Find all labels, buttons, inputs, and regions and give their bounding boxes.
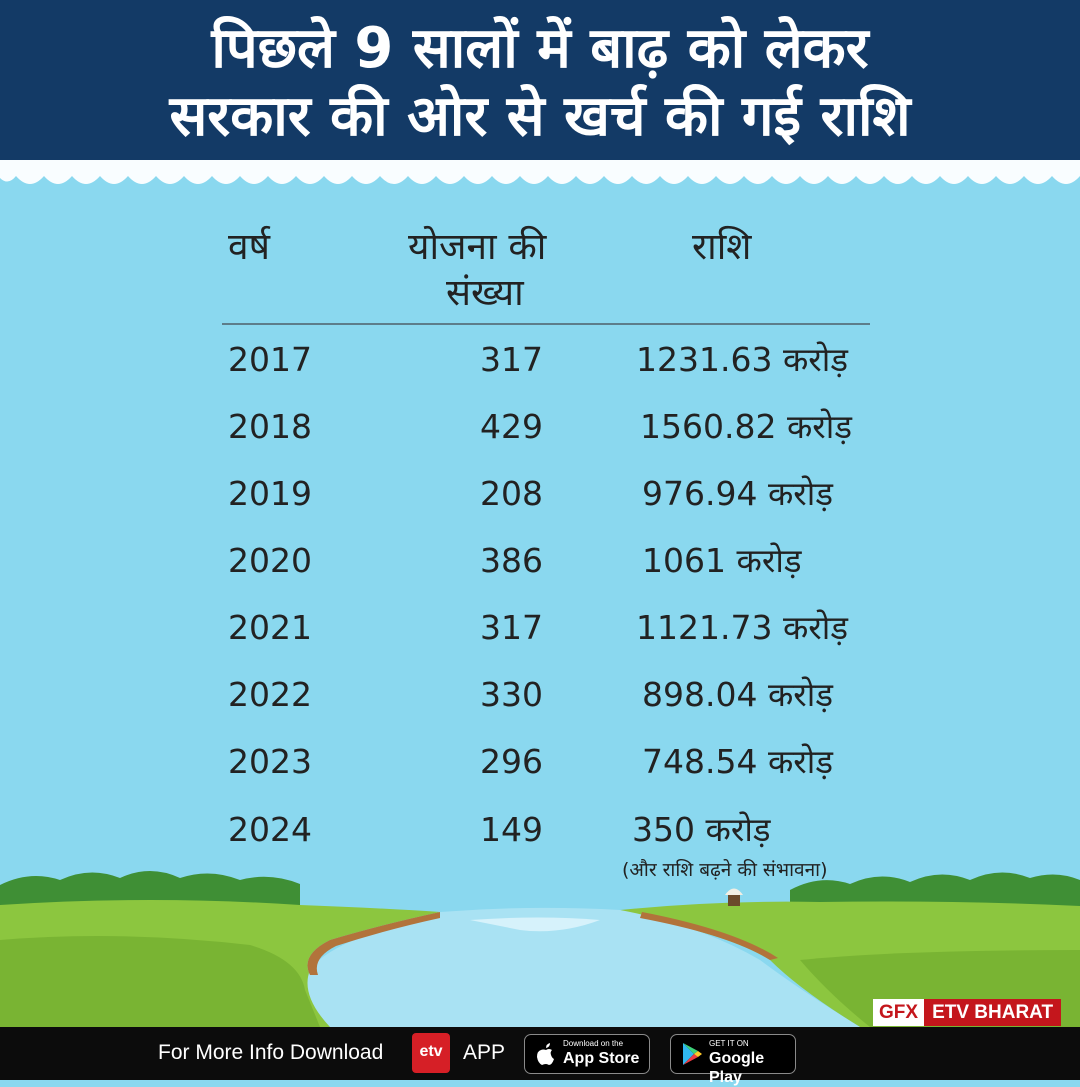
river bbox=[307, 907, 860, 1027]
year-cell: 2024 bbox=[228, 810, 312, 849]
table-row: 2023 296 748.54 करोड़ bbox=[0, 740, 1080, 790]
google-play-small-text: GET IT ON bbox=[709, 1039, 749, 1048]
amount-cell: 748.54 करोड़ bbox=[642, 742, 834, 781]
year-cell: 2023 bbox=[228, 742, 312, 781]
amount-cell: 1560.82 करोड़ bbox=[640, 407, 852, 446]
scheme-count-cell: 149 bbox=[480, 810, 543, 849]
amount-cell: 976.94 करोड़ bbox=[642, 474, 834, 513]
table-row: 2018 429 1560.82 करोड़ bbox=[0, 405, 1080, 455]
google-play-icon bbox=[683, 1043, 702, 1065]
column-header-amount: राशि bbox=[692, 225, 752, 268]
etv-logo[interactable]: etv bbox=[412, 1033, 450, 1073]
table-row: 2020 386 1061 करोड़ bbox=[0, 539, 1080, 589]
amount-cell: 1121.73 करोड़ bbox=[636, 608, 848, 647]
apple-icon bbox=[537, 1043, 554, 1065]
scheme-count-cell: 330 bbox=[480, 675, 543, 714]
amount-note: (और राशि बढ़ने की संभावना) bbox=[622, 859, 828, 881]
header-banner: पिछले 9 सालों में बाढ़ को लेकर सरकार की … bbox=[0, 0, 1080, 160]
page-title-line-1: पिछले 9 सालों में बाढ़ को लेकर bbox=[211, 16, 869, 81]
table-row: 2019 208 976.94 करोड़ bbox=[0, 472, 1080, 522]
column-header-schemes-line-1: योजना की bbox=[408, 225, 547, 268]
app-store-text: App Store bbox=[563, 1050, 640, 1067]
scheme-count-cell: 386 bbox=[480, 541, 543, 580]
right-soil-edge bbox=[640, 912, 778, 960]
amount-cell: 350 करोड़ bbox=[632, 810, 771, 849]
google-play-button[interactable]: GET IT ON Google Play bbox=[670, 1034, 796, 1086]
year-cell: 2018 bbox=[228, 407, 312, 446]
header-divider bbox=[222, 323, 870, 325]
footer-bar: For More Info Download etv APP Download … bbox=[0, 1027, 1080, 1086]
year-cell: 2022 bbox=[228, 675, 312, 714]
left-bank-shade bbox=[0, 936, 320, 1027]
scheme-count-cell: 317 bbox=[480, 340, 543, 379]
scheme-count-cell: 208 bbox=[480, 474, 543, 513]
year-cell: 2020 bbox=[228, 541, 312, 580]
table-row: 2024 149 350 करोड़ bbox=[0, 808, 1080, 858]
scheme-count-cell: 317 bbox=[480, 608, 543, 647]
download-prompt: For More Info Download bbox=[158, 1041, 384, 1064]
brand-badge: GFX ETV BHARAT bbox=[873, 999, 1062, 1026]
hut-icon bbox=[725, 888, 743, 906]
column-header-schemes-line-2: संख्या bbox=[446, 271, 524, 314]
table-row: 2021 317 1121.73 करोड़ bbox=[0, 606, 1080, 656]
google-play-text: Google Play bbox=[709, 1050, 765, 1086]
year-cell: 2021 bbox=[228, 608, 312, 647]
app-label: APP bbox=[463, 1041, 506, 1064]
app-store-button[interactable]: Download on the App Store bbox=[524, 1034, 650, 1074]
table-row: 2022 330 898.04 करोड़ bbox=[0, 673, 1080, 723]
column-header-year: वर्ष bbox=[228, 225, 270, 268]
amount-cell: 1231.63 करोड़ bbox=[636, 340, 848, 379]
left-soil-edge bbox=[307, 912, 440, 975]
scheme-count-cell: 429 bbox=[480, 407, 543, 446]
year-cell: 2017 bbox=[228, 340, 312, 379]
page-title-line-2: सरकार की ओर से खर्च की गई राशि bbox=[169, 84, 911, 149]
scheme-count-cell: 296 bbox=[480, 742, 543, 781]
gfx-label: GFX bbox=[873, 999, 925, 1026]
app-store-small-text: Download on the bbox=[563, 1039, 624, 1048]
river-highlight bbox=[470, 917, 600, 932]
table-row: 2017 317 1231.63 करोड़ bbox=[0, 338, 1080, 388]
year-cell: 2019 bbox=[228, 474, 312, 513]
etv-bharat-label: ETV BHARAT bbox=[924, 999, 1062, 1026]
amount-cell: 1061 करोड़ bbox=[642, 541, 802, 580]
wave-decoration bbox=[0, 160, 1080, 184]
amount-cell: 898.04 करोड़ bbox=[642, 675, 834, 714]
